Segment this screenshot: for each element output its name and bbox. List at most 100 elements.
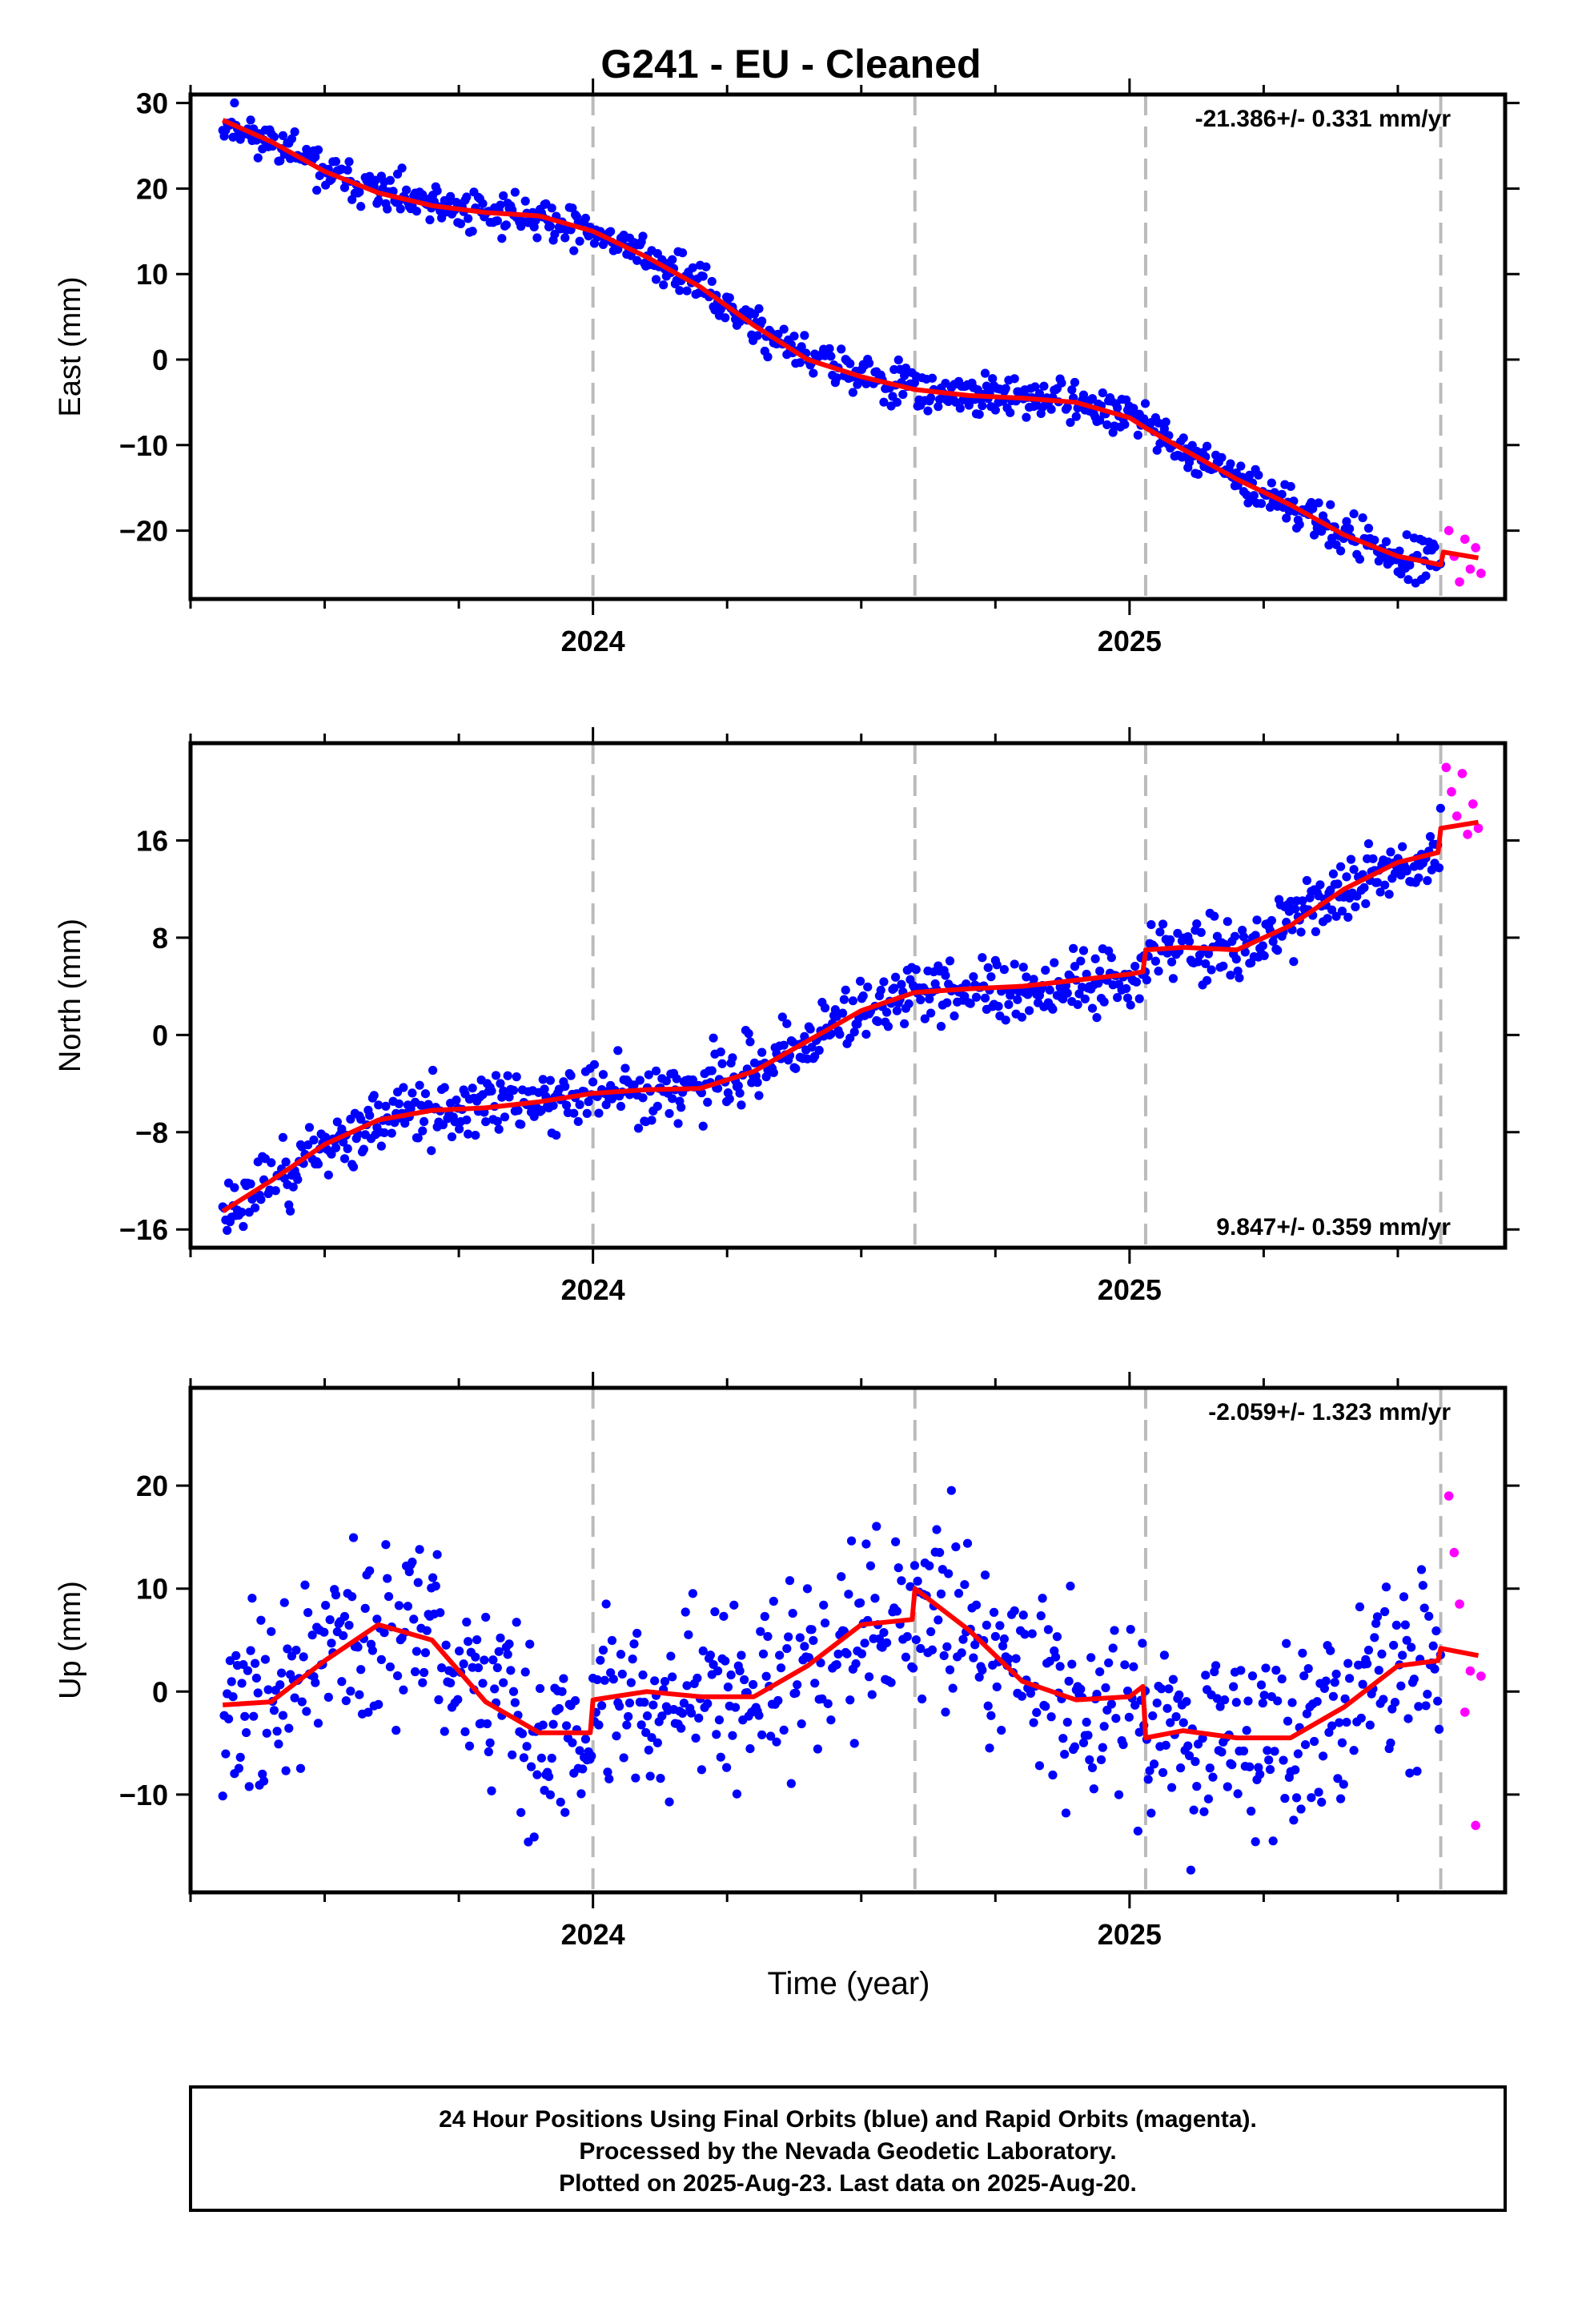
final-point xyxy=(1249,491,1259,501)
final-point xyxy=(1041,965,1050,975)
final-point xyxy=(686,1708,697,1718)
rapid-point xyxy=(1460,534,1470,545)
final-point xyxy=(1349,1746,1359,1755)
final-point xyxy=(601,1599,611,1609)
final-point xyxy=(408,1557,417,1567)
final-point xyxy=(1148,1711,1158,1721)
final-point xyxy=(1223,917,1232,927)
final-point xyxy=(321,1132,331,1142)
final-point xyxy=(694,1713,704,1723)
final-point xyxy=(900,1019,909,1029)
final-point xyxy=(1022,412,1031,422)
final-point xyxy=(1259,951,1269,961)
final-orbit-points xyxy=(218,98,1445,588)
final-point xyxy=(604,1774,614,1783)
final-point xyxy=(1416,1565,1427,1574)
final-point xyxy=(1113,993,1122,1003)
final-point xyxy=(1032,1707,1042,1717)
final-point xyxy=(1196,927,1206,937)
final-point xyxy=(969,971,978,982)
final-point xyxy=(766,1731,776,1741)
final-point xyxy=(833,1649,843,1659)
final-point xyxy=(253,1688,263,1698)
final-point xyxy=(1409,1675,1419,1684)
final-point xyxy=(249,1711,259,1721)
final-point xyxy=(1287,1698,1297,1707)
final-point xyxy=(218,1791,227,1801)
final-point xyxy=(504,1639,514,1649)
final-point xyxy=(1192,1782,1202,1791)
final-point xyxy=(460,1727,470,1737)
final-point xyxy=(1254,470,1263,480)
final-point xyxy=(703,1699,713,1708)
final-point xyxy=(966,999,975,1008)
final-point xyxy=(385,175,395,185)
final-point xyxy=(855,976,865,986)
final-point xyxy=(1381,537,1391,546)
final-point xyxy=(260,1655,271,1664)
y-tick-label: 10 xyxy=(136,1573,168,1606)
final-point xyxy=(309,1135,319,1145)
final-point xyxy=(409,1614,419,1624)
rapid-point xyxy=(1447,786,1456,797)
final-point xyxy=(277,1668,287,1678)
final-point xyxy=(1239,1746,1249,1756)
final-point xyxy=(735,1666,745,1675)
final-point xyxy=(1251,931,1260,940)
final-point xyxy=(786,1779,796,1788)
final-point xyxy=(594,1720,604,1730)
final-point xyxy=(728,1731,737,1740)
final-point xyxy=(809,1635,818,1646)
final-point xyxy=(782,1643,792,1654)
final-point xyxy=(844,1590,853,1599)
final-point xyxy=(481,1117,491,1127)
final-point xyxy=(1130,1700,1140,1710)
final-point xyxy=(1095,1667,1105,1677)
y-tick-label: 20 xyxy=(136,1470,168,1502)
final-point xyxy=(397,163,407,173)
final-point xyxy=(703,1097,713,1108)
final-point xyxy=(1073,999,1082,1010)
final-point xyxy=(1359,883,1369,892)
final-point xyxy=(1371,1618,1381,1628)
velocity-label: -2.059+/- 1.323 mm/yr xyxy=(1208,1399,1451,1425)
final-point xyxy=(230,1183,239,1192)
final-point xyxy=(892,1606,902,1616)
final-point xyxy=(313,1719,323,1728)
final-point xyxy=(939,1651,949,1661)
final-point xyxy=(892,1006,902,1015)
final-point xyxy=(677,1723,686,1733)
final-point xyxy=(897,1576,906,1586)
final-point xyxy=(1263,1746,1272,1755)
final-point xyxy=(1051,1652,1061,1662)
final-point xyxy=(1254,1763,1263,1772)
final-point xyxy=(682,1681,692,1691)
final-point xyxy=(942,1642,952,1651)
rapid-point xyxy=(1443,1491,1454,1501)
final-point xyxy=(293,1175,303,1184)
final-point xyxy=(237,1679,247,1688)
rapid-point xyxy=(1473,823,1484,834)
final-point xyxy=(1268,937,1278,947)
final-point xyxy=(568,203,577,213)
final-point xyxy=(446,1678,456,1688)
final-point xyxy=(1157,1684,1166,1694)
final-point xyxy=(427,1146,436,1156)
final-point xyxy=(789,332,799,341)
final-point xyxy=(508,1085,519,1096)
final-point xyxy=(432,1550,442,1559)
final-point xyxy=(262,1728,271,1738)
final-point xyxy=(592,1675,602,1685)
final-point xyxy=(1321,1676,1331,1686)
x-tick-label: 2024 xyxy=(561,1273,625,1306)
final-point xyxy=(758,1649,769,1659)
final-point xyxy=(616,1101,626,1112)
final-point xyxy=(891,972,901,982)
final-point xyxy=(944,1569,954,1578)
final-point xyxy=(331,1143,341,1152)
final-point xyxy=(1389,1640,1399,1651)
final-point xyxy=(321,1600,331,1610)
final-point xyxy=(1405,561,1415,570)
final-point xyxy=(1013,995,1022,1004)
final-point xyxy=(845,1695,855,1705)
